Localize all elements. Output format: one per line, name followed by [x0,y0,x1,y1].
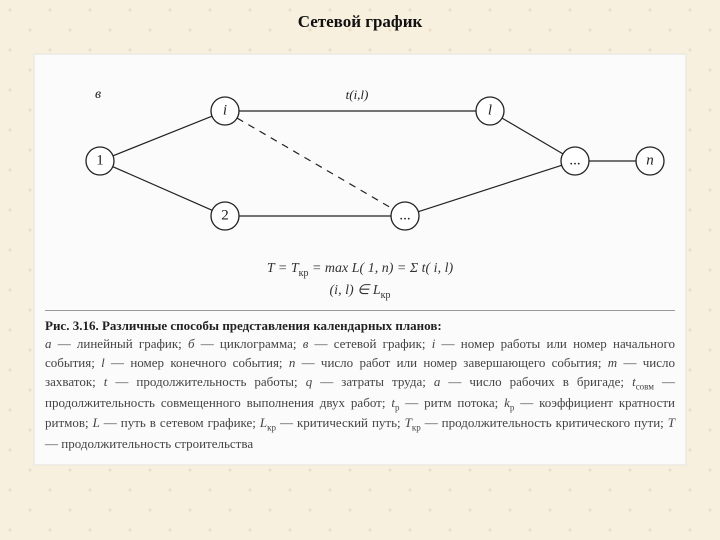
graph-edge-label: t(i,l) [346,87,369,103]
caption-lead: Рис. 3.16. Различные способы представлен… [45,317,675,336]
graph-edge [113,167,212,211]
graph-node-label: n [646,153,654,170]
formula-line-2: (i, l) ∈ Lкр [45,281,675,303]
caption-rule [45,310,675,311]
graph-node-label: i [223,103,227,120]
graph-edge [237,118,393,209]
network-diagram: в 1i2l......nt(i,l) [45,61,675,261]
figure-panel: в 1i2l......nt(i,l) T = Tкр = max L( 1, … [34,54,686,465]
graph-edge [418,165,561,211]
formula-line-1: T = Tкр = max L( 1, n) = Σ t( i, l) [45,259,675,281]
graph-edge [113,116,212,156]
graph-node-label: ... [399,208,410,225]
graph-node-label: ... [569,153,580,170]
caption-body: а — линейный график; б — циклограмма; в … [45,335,675,453]
graph-node-label: l [488,103,492,120]
page-title: Сетевой график [0,0,720,32]
figure-caption: Рис. 3.16. Различные способы представлен… [45,317,675,454]
formula-block: T = Tкр = max L( 1, n) = Σ t( i, l) (i, … [45,259,675,304]
graph-node-label: 1 [96,153,104,170]
graph-node-label: 2 [221,208,229,225]
graph-edge [502,118,563,154]
